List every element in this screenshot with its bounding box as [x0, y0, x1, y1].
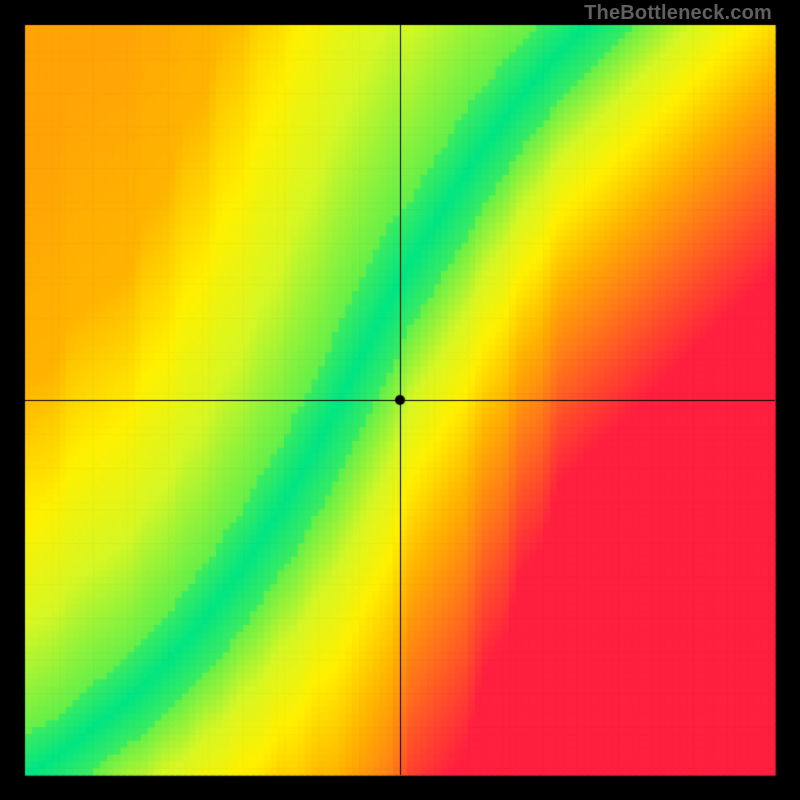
- watermark-text: TheBottleneck.com: [584, 2, 772, 25]
- bottleneck-heatmap-canvas: [0, 0, 800, 800]
